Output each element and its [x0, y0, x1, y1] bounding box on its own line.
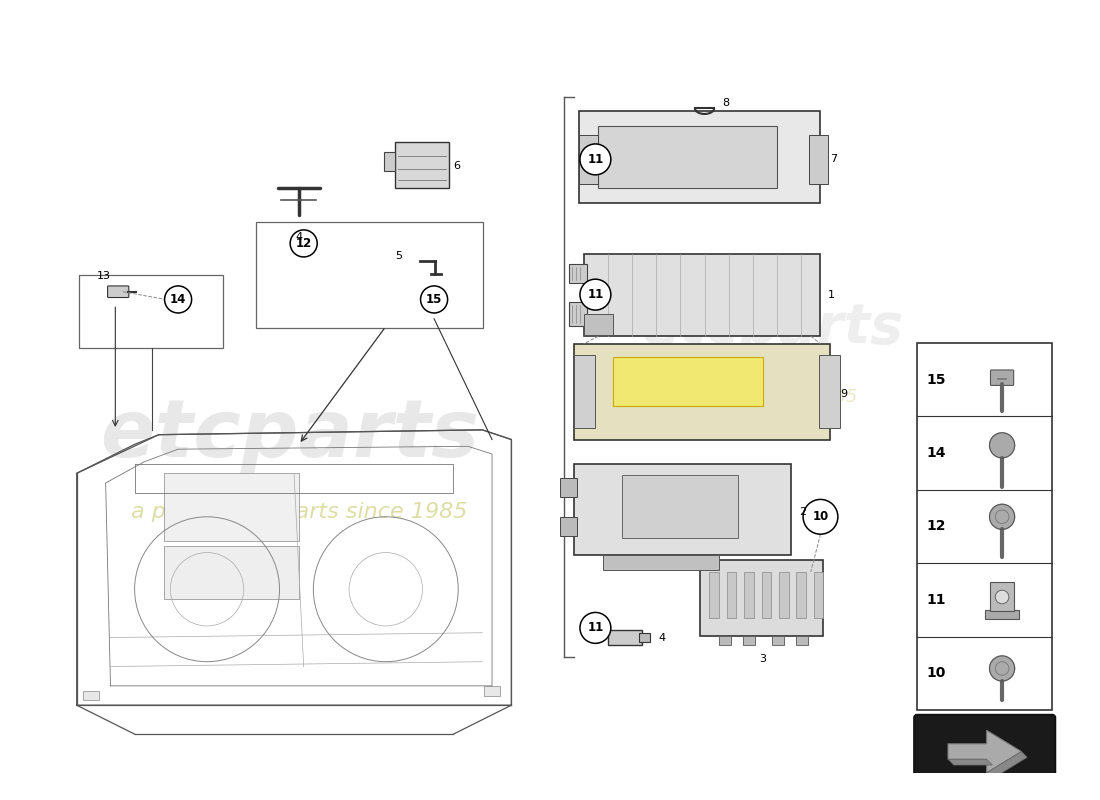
FancyBboxPatch shape — [639, 633, 650, 642]
FancyBboxPatch shape — [395, 142, 449, 188]
Polygon shape — [987, 751, 1027, 778]
Text: 907 05: 907 05 — [947, 786, 1022, 800]
Text: 2: 2 — [800, 507, 806, 517]
Text: 1: 1 — [828, 290, 835, 300]
FancyBboxPatch shape — [818, 355, 839, 428]
Text: 4: 4 — [658, 633, 666, 642]
FancyBboxPatch shape — [164, 546, 299, 599]
Polygon shape — [948, 730, 1022, 773]
FancyBboxPatch shape — [796, 636, 807, 646]
FancyBboxPatch shape — [796, 572, 806, 618]
FancyBboxPatch shape — [384, 152, 395, 171]
Circle shape — [420, 286, 448, 313]
FancyBboxPatch shape — [613, 358, 762, 406]
Text: a passion for parts since 1985: a passion for parts since 1985 — [131, 502, 468, 522]
Circle shape — [580, 144, 611, 175]
FancyBboxPatch shape — [772, 636, 784, 646]
FancyBboxPatch shape — [164, 474, 299, 541]
FancyBboxPatch shape — [608, 630, 641, 646]
FancyBboxPatch shape — [579, 135, 598, 183]
FancyBboxPatch shape — [727, 572, 736, 618]
Circle shape — [990, 504, 1014, 530]
Circle shape — [990, 433, 1014, 458]
Text: etcparts: etcparts — [100, 396, 478, 474]
FancyBboxPatch shape — [574, 355, 595, 428]
FancyBboxPatch shape — [84, 690, 99, 700]
FancyBboxPatch shape — [990, 370, 1014, 386]
FancyBboxPatch shape — [579, 111, 821, 203]
Text: 3: 3 — [759, 654, 766, 664]
FancyBboxPatch shape — [484, 686, 499, 695]
FancyBboxPatch shape — [574, 344, 830, 441]
FancyBboxPatch shape — [914, 715, 1055, 800]
Text: 15: 15 — [926, 373, 946, 386]
Text: 5: 5 — [395, 251, 403, 261]
FancyBboxPatch shape — [814, 572, 824, 618]
Text: 11: 11 — [587, 153, 604, 166]
FancyBboxPatch shape — [984, 610, 1020, 619]
FancyBboxPatch shape — [603, 555, 719, 570]
Text: 15: 15 — [426, 293, 442, 306]
Circle shape — [290, 230, 317, 257]
FancyBboxPatch shape — [990, 582, 1014, 611]
FancyBboxPatch shape — [719, 636, 730, 646]
Text: 7: 7 — [830, 154, 837, 164]
Text: etcparts: etcparts — [641, 302, 903, 355]
FancyBboxPatch shape — [584, 314, 613, 335]
FancyBboxPatch shape — [584, 254, 821, 336]
Text: a passion for
parts since 1985: a passion for parts since 1985 — [706, 367, 857, 406]
FancyBboxPatch shape — [560, 478, 578, 498]
Circle shape — [990, 656, 1014, 681]
Circle shape — [580, 279, 611, 310]
Text: 11: 11 — [587, 288, 604, 301]
FancyBboxPatch shape — [808, 135, 828, 183]
FancyBboxPatch shape — [745, 572, 754, 618]
Circle shape — [803, 499, 838, 534]
Text: 10: 10 — [813, 510, 828, 523]
Text: 14: 14 — [169, 293, 186, 306]
Text: 12: 12 — [926, 519, 946, 534]
FancyBboxPatch shape — [744, 636, 755, 646]
FancyBboxPatch shape — [623, 475, 738, 538]
Circle shape — [996, 590, 1009, 604]
Text: 13: 13 — [97, 271, 111, 282]
FancyBboxPatch shape — [700, 560, 824, 636]
FancyBboxPatch shape — [917, 343, 1053, 710]
FancyBboxPatch shape — [560, 517, 578, 536]
Circle shape — [580, 613, 611, 643]
Text: 8: 8 — [722, 98, 729, 108]
FancyBboxPatch shape — [108, 286, 129, 298]
FancyBboxPatch shape — [710, 572, 719, 618]
FancyBboxPatch shape — [761, 572, 771, 618]
Text: 4: 4 — [295, 232, 302, 242]
FancyBboxPatch shape — [598, 126, 777, 188]
Circle shape — [165, 286, 191, 313]
Polygon shape — [948, 759, 992, 765]
Text: 12: 12 — [296, 237, 311, 250]
FancyBboxPatch shape — [574, 464, 792, 555]
Text: 11: 11 — [587, 622, 604, 634]
FancyBboxPatch shape — [570, 302, 586, 326]
FancyBboxPatch shape — [779, 572, 789, 618]
Text: 9: 9 — [839, 389, 847, 399]
Text: 11: 11 — [926, 593, 946, 607]
Text: 6: 6 — [453, 161, 461, 171]
Text: 14: 14 — [926, 446, 946, 460]
FancyBboxPatch shape — [570, 264, 586, 283]
Text: 10: 10 — [926, 666, 946, 680]
